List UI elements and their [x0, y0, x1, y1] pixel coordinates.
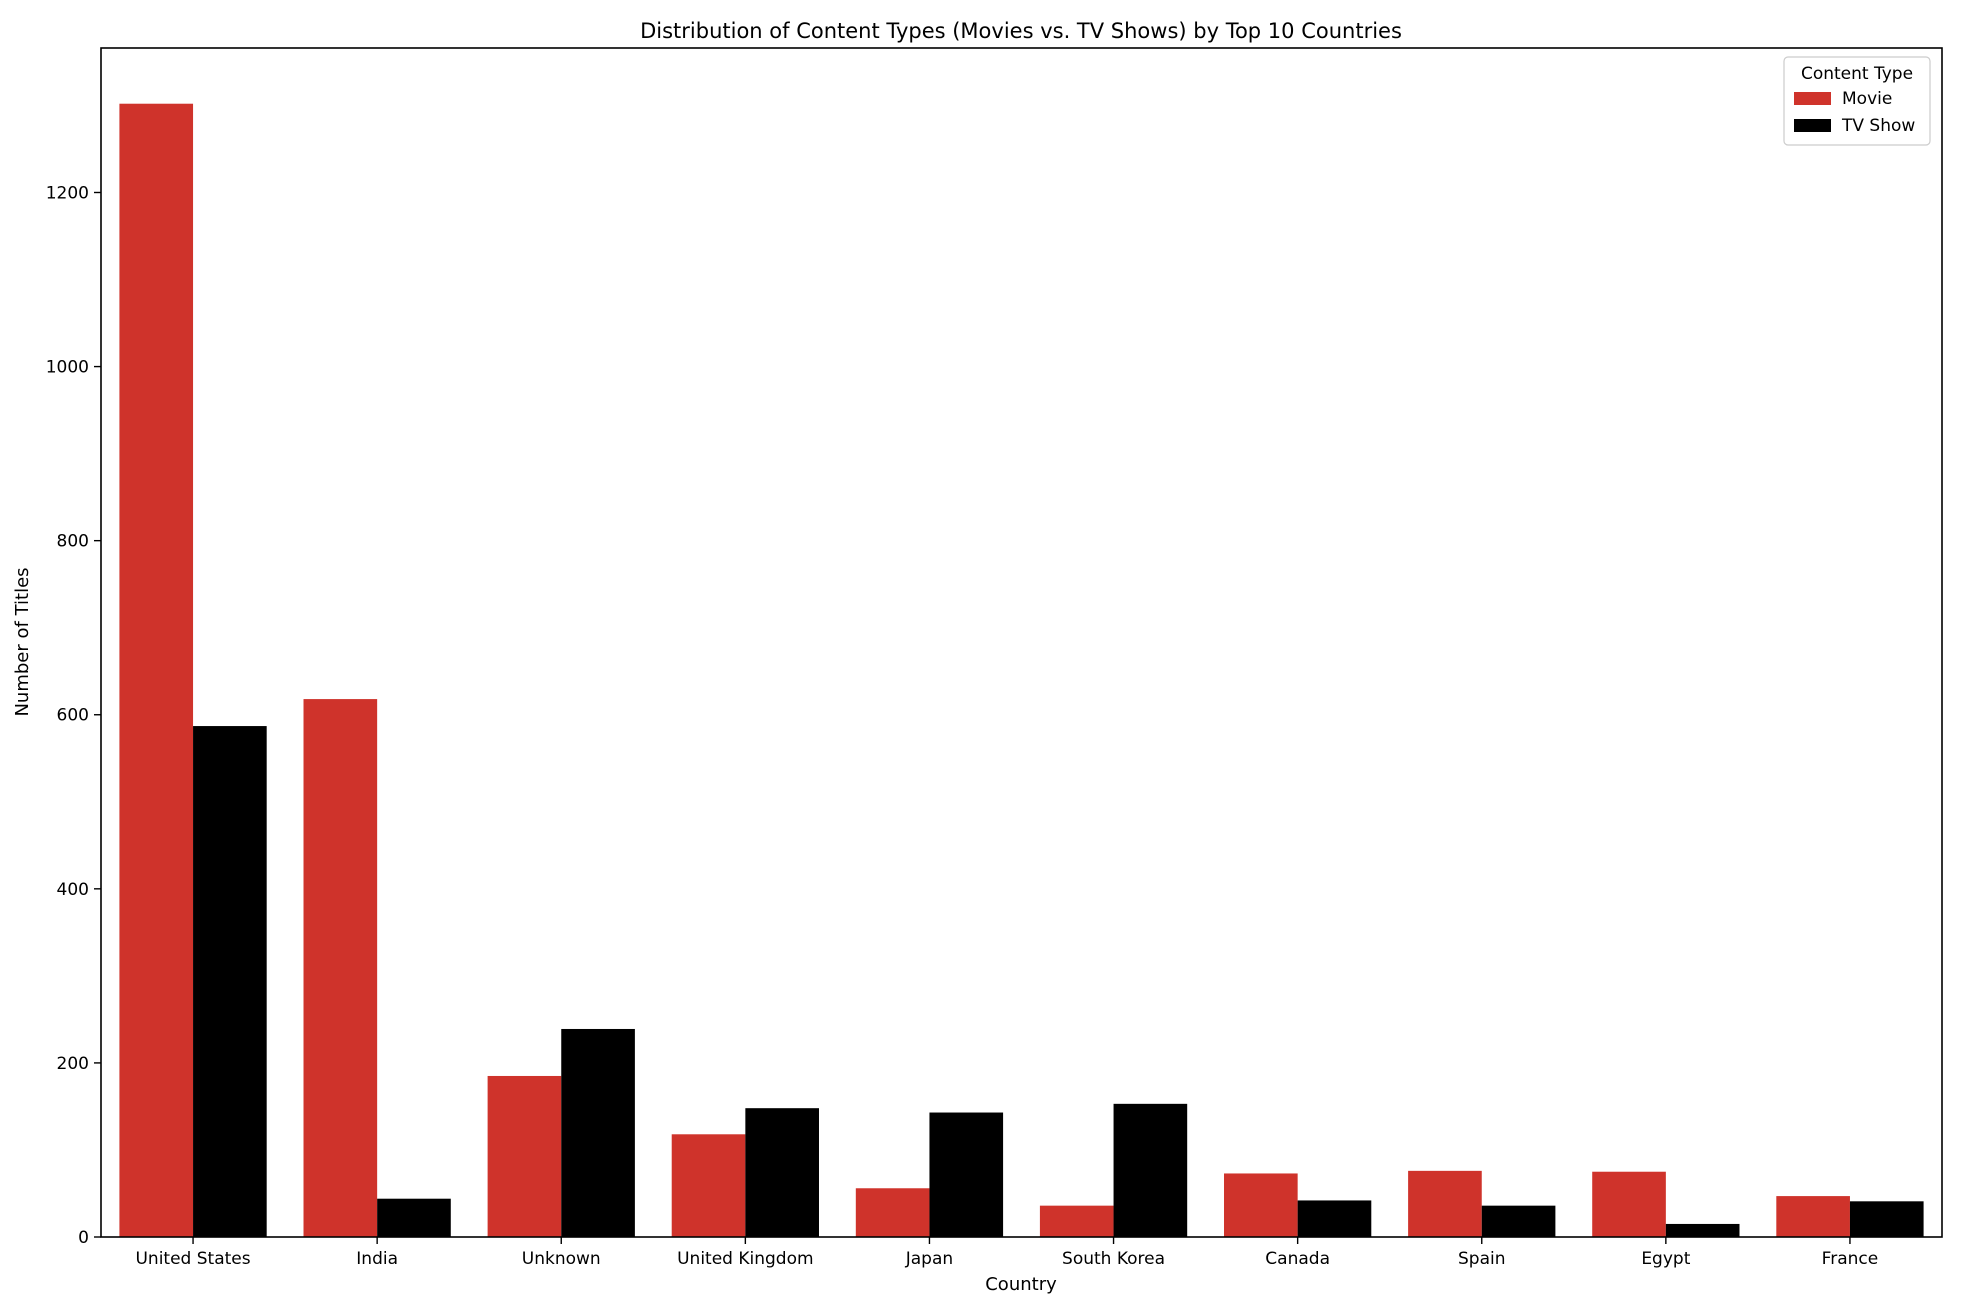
- bar-tv-show-japan: [929, 1112, 1004, 1237]
- plot-frame: [100, 47, 1943, 1238]
- y-tick-label: 600: [57, 706, 89, 726]
- legend-swatch-tv-show: [1794, 119, 1831, 132]
- y-tick-label: 400: [57, 880, 89, 900]
- legend-label-tv-show: TV Show: [1841, 116, 1915, 136]
- y-tick-label: 800: [57, 532, 89, 552]
- bar-movie-france: [1776, 1196, 1850, 1237]
- y-axis-label: Number of Titles: [12, 567, 33, 716]
- x-tick-label: Canada: [1265, 1249, 1330, 1269]
- bar-movie-spain: [1408, 1170, 1482, 1237]
- legend-label-movie: Movie: [1842, 89, 1892, 109]
- bar-movie-unknown: [487, 1075, 562, 1237]
- bar-tv-show-united-kingdom: [745, 1108, 819, 1237]
- x-axis: United States India Unknown United Kingdom J…: [135, 1237, 1878, 1269]
- bar-movie-egypt: [1592, 1171, 1666, 1237]
- bar-movie-japan: [855, 1188, 930, 1237]
- x-tick-label: France: [1822, 1249, 1879, 1269]
- x-tick-label: United Kingdom: [677, 1249, 813, 1269]
- bars-layer: [119, 103, 1924, 1238]
- x-tick-label: United States: [135, 1249, 250, 1269]
- bar-movie-canada: [1224, 1173, 1298, 1237]
- x-tick-label: Egypt: [1641, 1249, 1690, 1269]
- x-axis-label: Country: [985, 1274, 1057, 1295]
- bar-tv-show-france: [1849, 1201, 1924, 1237]
- legend-title: Content Type: [1801, 64, 1913, 84]
- x-tick-label: India: [356, 1249, 398, 1269]
- y-tick-label: 0: [78, 1228, 89, 1248]
- bar-tv-show-unknown: [561, 1028, 635, 1237]
- bar-movie-united-kingdom: [671, 1134, 746, 1237]
- bar-movie-india: [303, 699, 378, 1237]
- y-tick-label: 1000: [46, 358, 89, 378]
- bar-movie-united-states: [119, 103, 194, 1238]
- legend-swatch-movie: [1794, 92, 1831, 105]
- y-tick-label: 1200: [46, 183, 89, 203]
- legend: Content Type Movie TV Show: [1783, 56, 1931, 146]
- bar-tv-show-south-korea: [1113, 1103, 1188, 1237]
- x-tick-label: Spain: [1458, 1249, 1506, 1269]
- x-tick-label: South Korea: [1062, 1249, 1165, 1269]
- bar-tv-show-canada: [1297, 1200, 1372, 1237]
- bar-tv-show-egypt: [1665, 1223, 1740, 1237]
- bar-movie-south-korea: [1039, 1205, 1114, 1237]
- x-tick-label: Japan: [905, 1249, 953, 1269]
- bar-tv-show-united-states: [193, 726, 267, 1237]
- y-tick-label: 200: [57, 1054, 89, 1074]
- bar-tv-show-spain: [1481, 1205, 1556, 1237]
- chart-title: Distribution of Content Types (Movies vs…: [640, 19, 1402, 43]
- bar-tv-show-india: [377, 1198, 451, 1237]
- x-tick-label: Unknown: [522, 1249, 601, 1269]
- y-axis: 0 200 400 600 800 1000 1200: [46, 183, 101, 1248]
